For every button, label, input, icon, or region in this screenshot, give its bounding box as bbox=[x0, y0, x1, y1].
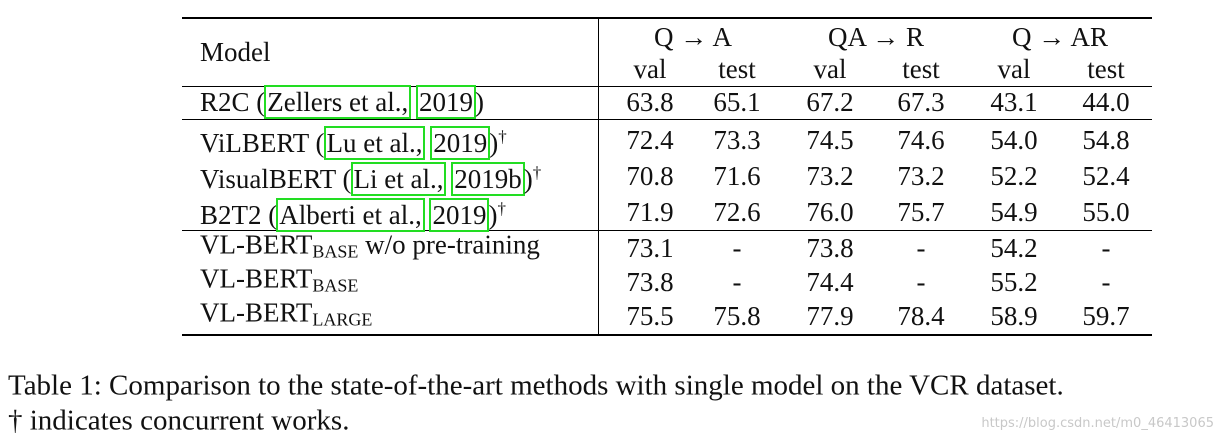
citation: Lu et al., bbox=[323, 126, 426, 160]
score: 54.8 bbox=[1082, 125, 1130, 155]
score: 55.2 bbox=[990, 267, 1038, 297]
score: 71.9 bbox=[626, 197, 674, 227]
model-prefix: VisualBERT ( bbox=[200, 164, 352, 194]
score: 77.9 bbox=[806, 301, 854, 331]
score: 74.5 bbox=[806, 125, 854, 155]
score: 59.7 bbox=[1082, 301, 1130, 331]
score: 43.1 bbox=[990, 87, 1038, 117]
citation: 2019b bbox=[451, 162, 525, 196]
group-header: Q → A bbox=[653, 22, 733, 52]
model-suffix: ) bbox=[488, 200, 498, 230]
model-name: R2C (Zellers et al., 2019) bbox=[200, 85, 484, 119]
citation: 2019 bbox=[429, 198, 490, 232]
caption-line: Table 1: Comparison to the state-of-the-… bbox=[8, 369, 1064, 402]
model-name: ViLBERT (Lu et al., 2019)† bbox=[200, 122, 507, 160]
score: - bbox=[916, 233, 926, 263]
model-suffix: ) bbox=[489, 128, 499, 158]
score: 75.5 bbox=[626, 301, 674, 331]
model-prefix: ViLBERT ( bbox=[200, 128, 325, 158]
score: - bbox=[1101, 233, 1111, 263]
dagger: † bbox=[498, 127, 507, 146]
citation: Alberti et al., bbox=[276, 198, 425, 232]
score: 63.8 bbox=[626, 87, 674, 117]
score: 75.8 bbox=[713, 301, 761, 331]
score: 54.2 bbox=[990, 233, 1038, 263]
group-header: QA → R bbox=[827, 22, 925, 52]
group-header: Q → AR bbox=[1011, 22, 1109, 52]
model-prefix: B2T2 ( bbox=[200, 200, 278, 230]
score: 74.6 bbox=[897, 125, 945, 155]
citation: 2019 bbox=[430, 126, 491, 160]
model-prefix: R2C ( bbox=[200, 87, 266, 117]
model-name: VisualBERT (Li et al., 2019b)† bbox=[200, 158, 542, 196]
score: 75.7 bbox=[897, 197, 945, 227]
watermark: https://blog.csdn.net/m0_46413065 bbox=[981, 416, 1214, 431]
score: 71.6 bbox=[713, 161, 761, 191]
dagger: † bbox=[532, 163, 542, 182]
model-suffix: ) bbox=[474, 87, 484, 117]
score: 70.8 bbox=[626, 161, 674, 191]
citation: Li et al., bbox=[350, 162, 447, 196]
subcol-header: val bbox=[633, 54, 667, 84]
subcol-header: test bbox=[718, 54, 756, 84]
bottom-rule bbox=[182, 334, 1152, 336]
model-subscript: LARGE bbox=[312, 309, 373, 330]
score: - bbox=[732, 267, 742, 297]
column-rule bbox=[598, 18, 599, 335]
score: - bbox=[916, 267, 926, 297]
citation: Zellers et al., bbox=[264, 85, 412, 119]
group-rule bbox=[182, 230, 1152, 231]
model-suffix: ) bbox=[523, 164, 533, 194]
score: 73.2 bbox=[897, 161, 945, 191]
score: 73.1 bbox=[626, 233, 674, 263]
model-prefix: VL-BERT bbox=[200, 229, 313, 260]
model-name: VL-BERTBASE bbox=[200, 264, 358, 301]
model-name: VL-BERTLARGE bbox=[200, 298, 372, 335]
score: - bbox=[1101, 267, 1111, 297]
caption-line: † indicates concurrent works. bbox=[8, 404, 350, 437]
score: 73.3 bbox=[713, 125, 761, 155]
score: 73.8 bbox=[806, 233, 854, 263]
model-subscript: BASE bbox=[312, 275, 359, 296]
subcol-header: test bbox=[1087, 54, 1125, 84]
score: 74.4 bbox=[806, 267, 854, 297]
model-name: VL-BERTBASE w/o pre-training bbox=[200, 230, 540, 267]
score: 73.2 bbox=[806, 161, 854, 191]
model-prefix: VL-BERT bbox=[200, 297, 313, 328]
score: 67.3 bbox=[897, 87, 945, 117]
model-header: Model bbox=[200, 37, 271, 67]
dagger: † bbox=[497, 199, 506, 218]
score: 54.9 bbox=[990, 197, 1038, 227]
score: 67.2 bbox=[806, 87, 854, 117]
score: 76.0 bbox=[806, 197, 854, 227]
citation: 2019 bbox=[415, 85, 476, 119]
score: 58.9 bbox=[990, 301, 1038, 331]
score: 65.1 bbox=[713, 87, 761, 117]
score: 52.4 bbox=[1082, 161, 1130, 191]
score: 72.6 bbox=[713, 197, 761, 227]
subcol-header: val bbox=[997, 54, 1031, 84]
header-rule bbox=[182, 86, 1152, 87]
model-suffix: w/o pre-training bbox=[358, 229, 540, 260]
group-rule bbox=[182, 119, 1152, 120]
subcol-header: val bbox=[813, 54, 847, 84]
score: 55.0 bbox=[1082, 197, 1130, 227]
top-rule bbox=[182, 17, 1152, 19]
model-prefix: VL-BERT bbox=[200, 263, 313, 294]
model-name: B2T2 (Alberti et al., 2019)† bbox=[200, 194, 506, 232]
score: 54.0 bbox=[990, 125, 1038, 155]
score: 72.4 bbox=[626, 125, 674, 155]
score: 52.2 bbox=[990, 161, 1038, 191]
score: - bbox=[732, 233, 742, 263]
score: 44.0 bbox=[1082, 87, 1130, 117]
subcol-header: test bbox=[902, 54, 940, 84]
score: 78.4 bbox=[897, 301, 945, 331]
model-subscript: BASE bbox=[312, 241, 359, 262]
score: 73.8 bbox=[626, 267, 674, 297]
